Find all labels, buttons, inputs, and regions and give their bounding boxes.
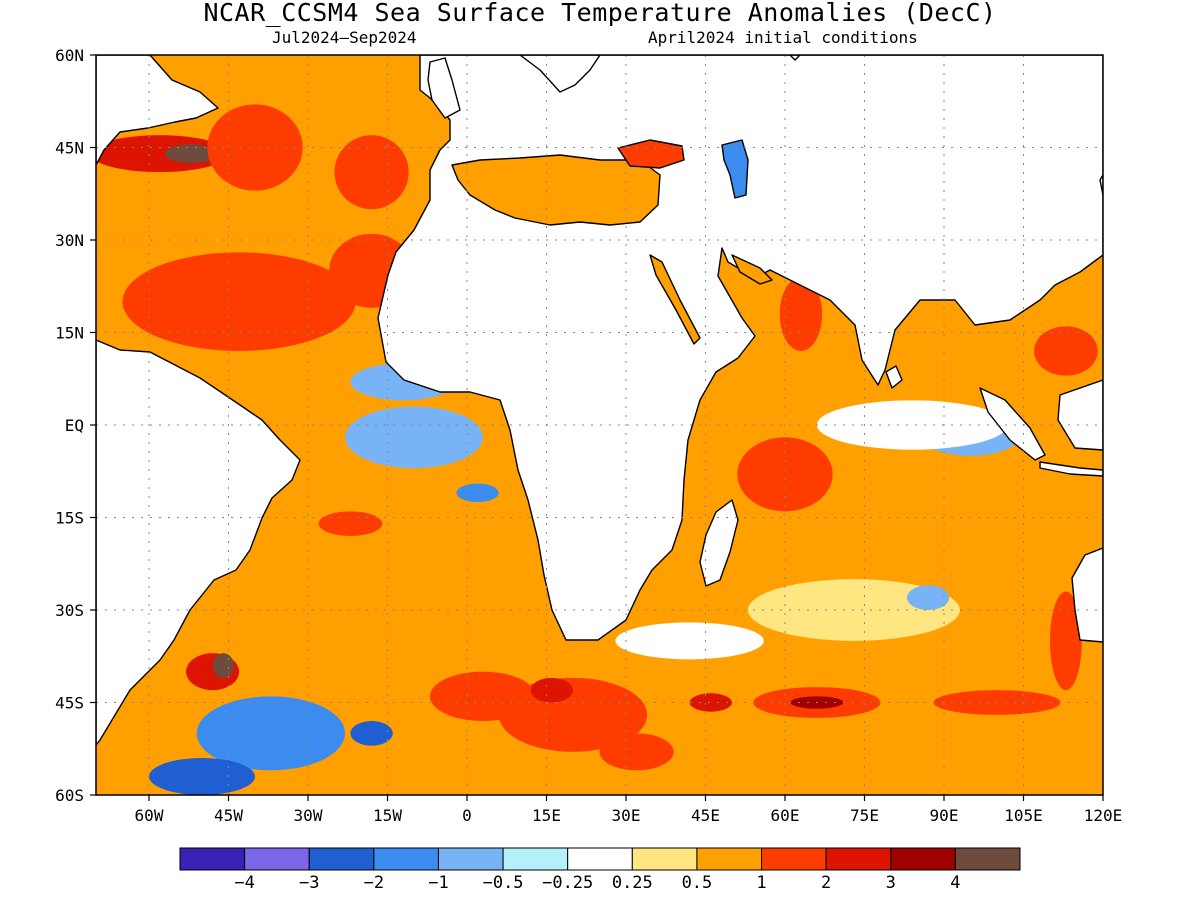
lon-tick-label: 105E (1004, 806, 1043, 825)
anomaly-patches (96, 104, 1098, 795)
anomaly-patch (149, 758, 255, 795)
anomaly-patch (96, 135, 229, 173)
lon-tick-label: 45E (691, 806, 720, 825)
anomaly-patch (615, 622, 764, 660)
lon-tick-label: 0 (462, 806, 472, 825)
arabian-sea-coast-detail (789, 55, 801, 61)
sumatra-land (979, 387, 1046, 461)
anomaly-patch (350, 721, 393, 746)
colorbar-swatch (244, 847, 310, 871)
anomaly-patch (334, 135, 409, 210)
lat-tick-label: 15S (55, 509, 84, 528)
anomaly-patch (530, 677, 573, 703)
colorbar-swatch (696, 847, 763, 871)
anomaly-patch (345, 406, 483, 469)
south-america-land (96, 339, 301, 746)
colorbar-swatch (502, 847, 569, 871)
latitude-axis: 60N 45N 30N 15N EQ 15S 30S 45S 60S (55, 46, 96, 805)
lat-tick-label: EQ (65, 416, 84, 435)
anomaly-patch (599, 733, 674, 771)
lon-tick-label: 30E (612, 806, 641, 825)
sri-lanka-land (885, 365, 903, 389)
anomaly-patch (164, 144, 218, 163)
colorbar-swatch (890, 847, 956, 871)
colorbar-label: 3 (886, 873, 896, 893)
caspian-sea (721, 139, 749, 199)
lon-tick-label: 120E (1084, 806, 1123, 825)
lat-tick-label: 45S (55, 694, 84, 713)
borneo-land (1057, 379, 1103, 451)
colorbar-label: −4 (234, 873, 254, 893)
madagascar-land (699, 499, 739, 587)
lat-tick-label: 45N (55, 139, 84, 158)
colorbar-label: −0.5 (483, 873, 524, 893)
lon-tick-label: 60E (771, 806, 800, 825)
lon-tick-label: 15E (532, 806, 561, 825)
colorbar-swatch (761, 847, 827, 871)
colorbar-swatch (631, 847, 698, 871)
forecast-period: Jul2024–Sep2024 (272, 28, 417, 47)
lat-tick-label: 30N (55, 231, 84, 250)
red-sea (649, 254, 701, 345)
anomaly-patch (1034, 326, 1098, 376)
colorbar-swatch (954, 847, 1021, 871)
colorbar-swatch (825, 847, 892, 871)
colorbar-label: 2 (821, 873, 831, 893)
colorbar-swatch (179, 847, 246, 871)
black-sea (617, 139, 685, 169)
anomaly-patch (816, 400, 1008, 450)
colorbar-legend: −4 −3 −2 −1 −0.5 −0.25 0.25 0.5 1 2 3 4 (179, 847, 1021, 893)
colorbar-label: −1 (428, 873, 448, 893)
colorbar-label: −3 (299, 873, 319, 893)
anomaly-patch (207, 104, 303, 191)
colorbar-label: 1 (756, 873, 766, 893)
lon-tick-label: 30W (294, 806, 323, 825)
lat-tick-label: 30S (55, 601, 84, 620)
colorbar-label: 0.5 (682, 873, 713, 893)
initial-conditions: April2024 initial conditions (648, 28, 918, 47)
australia-land (1071, 547, 1103, 643)
scandinavia-land (519, 55, 601, 93)
anomaly-patch (196, 696, 346, 771)
lon-tick-label: 15W (373, 806, 402, 825)
java-land (1039, 461, 1103, 477)
lon-tick-label: 75E (850, 806, 879, 825)
anomaly-patch (1050, 591, 1082, 691)
graticule (96, 55, 1103, 795)
lon-tick-label: 90E (930, 806, 959, 825)
lat-tick-label: 15N (55, 324, 84, 343)
colorbar-swatch (567, 847, 633, 871)
anomaly-patch (456, 483, 499, 503)
north-america-land (96, 55, 219, 166)
colorbar-swatch (308, 847, 375, 871)
anomaly-patch (318, 511, 383, 536)
lat-tick-label: 60S (55, 786, 84, 805)
land-masses (96, 55, 1103, 746)
map-title: NCAR_CCSM4 Sea Surface Temperature Anoma… (203, 0, 997, 27)
colorbar-label: 4 (950, 873, 960, 893)
british-isles-land (427, 57, 461, 119)
colorbar-swatch (373, 847, 439, 871)
colorbar-label: −2 (364, 873, 384, 893)
anomaly-patch (122, 252, 356, 351)
anomaly-patch (689, 693, 732, 712)
colorbar-label: 0.25 (612, 873, 653, 893)
anomaly-patch (212, 653, 234, 678)
lat-tick-label: 60N (55, 46, 84, 65)
anomaly-patch (906, 585, 950, 611)
colorbar-swatch (437, 847, 504, 871)
persian-gulf (731, 254, 773, 285)
colorbar-label: −0.25 (542, 873, 593, 893)
lon-tick-label: 60W (135, 806, 164, 825)
lon-tick-label: 45W (214, 806, 243, 825)
anomaly-patch (737, 437, 833, 512)
longitude-axis: 60W 45W 30W 15W 0 15E 30E 45E 60E 75E 90E 105E 120E (135, 795, 1123, 825)
